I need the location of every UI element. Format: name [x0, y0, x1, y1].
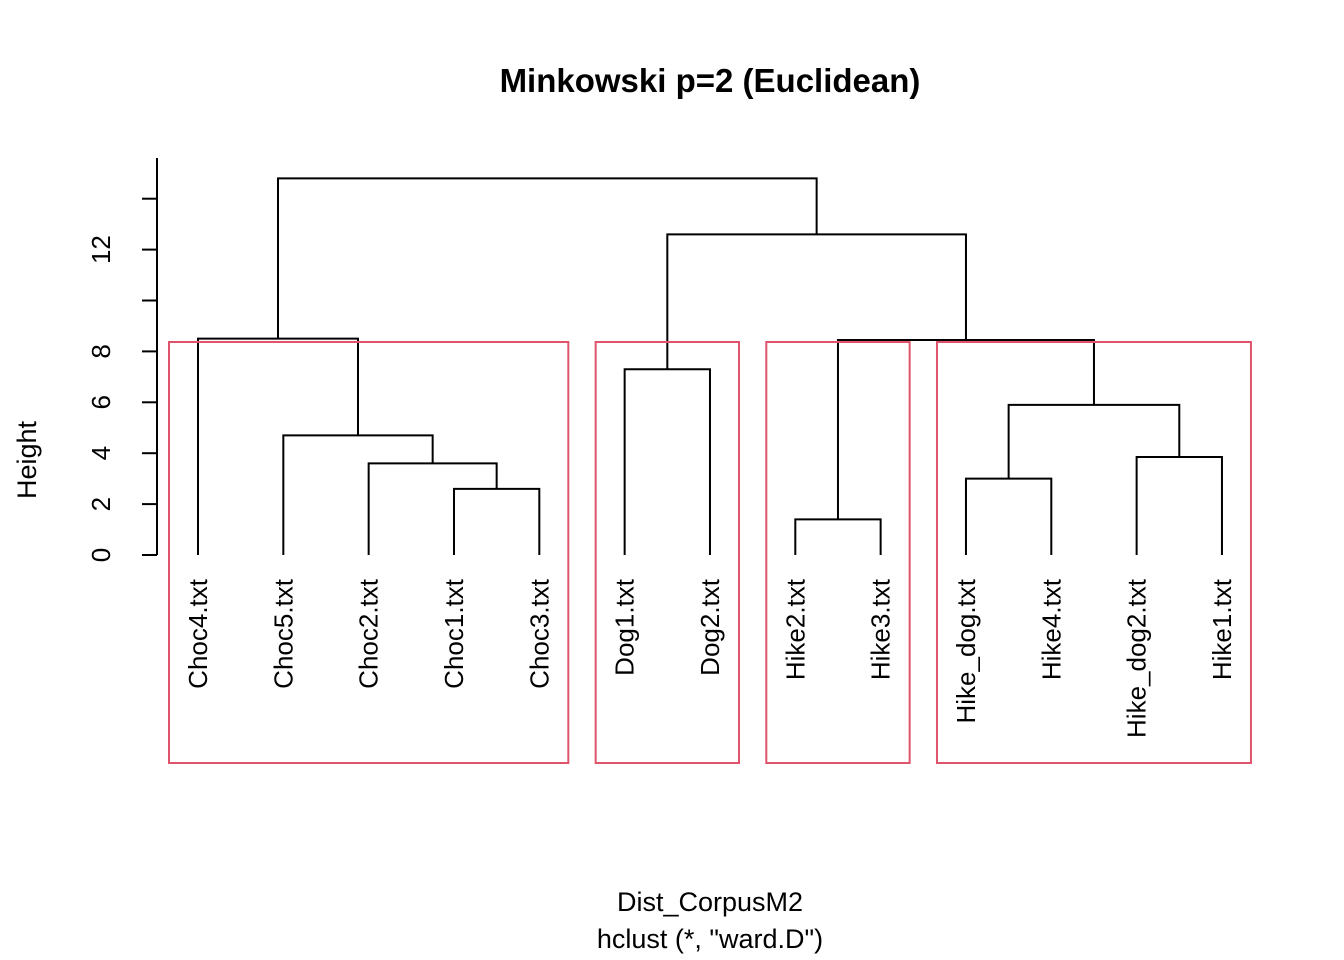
- y-tick-label-2: 2: [86, 497, 116, 511]
- cluster-box-1: [168, 341, 570, 764]
- cluster-box-2: [594, 341, 740, 764]
- cluster-box-4: [935, 341, 1252, 764]
- chart-title: Minkowski p=2 (Euclidean): [500, 62, 921, 99]
- merge-link-10: [197, 337, 359, 555]
- x-axis-sublabel: hclust (*, "ward.D"): [597, 924, 823, 954]
- merge-link-7: [1007, 403, 1181, 479]
- merge-link-5: [1135, 456, 1223, 555]
- leaf-label-hike2-txt: Hike2.txt: [780, 578, 810, 680]
- merge-link-6: [282, 434, 434, 555]
- merge-link-11: [666, 233, 967, 370]
- leaf-label-hike1-txt: Hike1.txt: [1207, 578, 1237, 680]
- leaf-label-hike-dog-txt: Hike_dog.txt: [951, 578, 981, 723]
- merge-link-8: [623, 368, 711, 555]
- merge-link-9: [836, 338, 1095, 520]
- leaf-label-choc1-txt: Choc1.txt: [439, 578, 469, 689]
- merge-link-12: [276, 177, 818, 339]
- leaf-label-choc5-txt: Choc5.txt: [268, 578, 298, 689]
- y-tick-label-8: 8: [86, 344, 116, 358]
- y-tick-label-4: 4: [86, 446, 116, 460]
- cluster-boxes: [168, 341, 1252, 764]
- leaf-label-choc3-txt: Choc3.txt: [524, 578, 554, 689]
- leaf-label-dog2-txt: Dog2.txt: [695, 578, 725, 676]
- leaf-labels: Choc4.txt Choc5.txt Choc2.txt Choc1.txt Choc…: [183, 578, 1237, 738]
- leaf-label-choc4-txt: Choc4.txt: [183, 578, 213, 689]
- leaf-label-hike-dog2-txt: Hike_dog2.txt: [1122, 578, 1152, 738]
- dendrogram-links: [197, 177, 1223, 555]
- cluster-box-3: [765, 341, 911, 764]
- merge-link-1: [794, 518, 882, 555]
- leaf-label-hike3-txt: Hike3.txt: [866, 578, 896, 680]
- y-tick-label-12: 12: [86, 235, 116, 264]
- leaf-label-dog1-txt: Dog1.txt: [610, 578, 640, 676]
- merge-link-2: [452, 487, 541, 555]
- y-axis: 0 2 4 6 8 12: [86, 158, 158, 562]
- leaf-label-hike4-txt: Hike4.txt: [1036, 578, 1066, 680]
- y-tick-label-6: 6: [86, 395, 116, 409]
- y-axis-label: Height: [12, 420, 42, 499]
- leaf-label-choc2-txt: Choc2.txt: [354, 578, 384, 689]
- y-tick-label-0: 0: [86, 548, 116, 562]
- merge-link-3: [964, 477, 1053, 555]
- x-axis-label: Dist_CorpusM2: [617, 887, 803, 917]
- merge-link-4: [367, 462, 498, 555]
